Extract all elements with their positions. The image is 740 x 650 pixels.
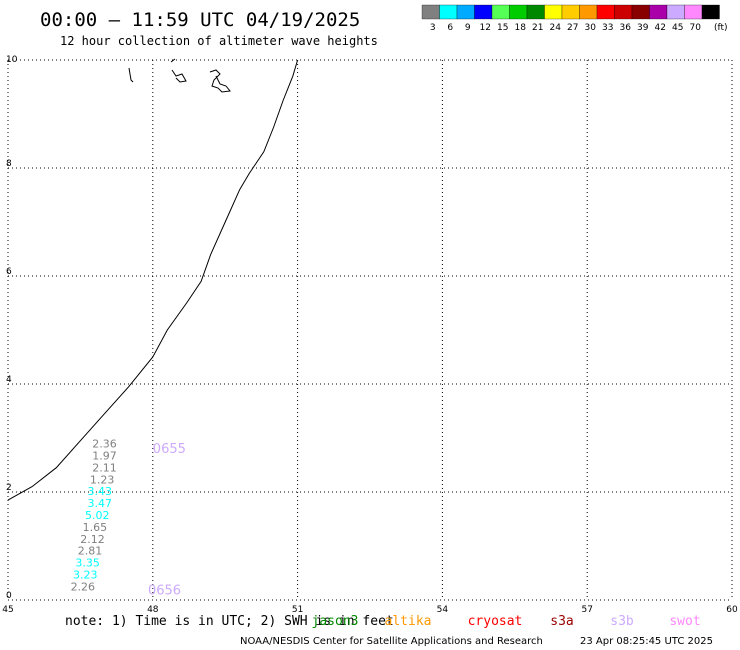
- wave-height-value: 1.97: [92, 450, 117, 463]
- legend-swatch: [579, 4, 598, 20]
- legend-swatch: [561, 4, 580, 20]
- legend-swatch: [684, 4, 703, 20]
- note-text: note: 1) Time is in UTC; 2) SWH is in fe…: [65, 614, 394, 629]
- legend-label: 36: [620, 23, 632, 33]
- wave-height-value: 2.81: [78, 545, 103, 558]
- x-tick-label: 54: [437, 605, 449, 615]
- color-legend: 3 6 9 12 15 18 21 24 27 30 33 36 39 42 45 70: [421, 4, 720, 33]
- wave-height-value: 3.35: [75, 557, 100, 570]
- legend-swatch: [596, 4, 615, 20]
- satellite-legend: jason3 altika cryosat s3a s3b swot: [312, 614, 701, 629]
- wave-height-value: 1.65: [83, 521, 108, 534]
- pass-time-label: 0655: [153, 442, 186, 457]
- wave-height-value: 5.02: [85, 509, 110, 522]
- x-tick-label: 48: [147, 605, 159, 615]
- legend-label: 15: [497, 23, 508, 33]
- legend-swatch: [666, 4, 685, 20]
- legend-label: 70: [690, 23, 702, 33]
- pass-time-label: 0656: [148, 584, 181, 599]
- generated-time: 23 Apr 08:25:45 UTC 2025: [580, 636, 713, 647]
- wave-height-values: 2.361.972.111.233.433.475.021.652.122.81…: [71, 438, 117, 594]
- y-tick-label: 8: [6, 159, 12, 169]
- legend-swatch: [614, 4, 633, 20]
- satellite-name: swot: [669, 614, 700, 629]
- wave-height-value: 2.11: [92, 461, 117, 474]
- y-tick-label: 0: [6, 591, 12, 601]
- y-tick-label: 4: [6, 375, 12, 385]
- legend-swatch: [439, 4, 458, 20]
- island-shape: [209, 69, 231, 93]
- wave-height-value: 3.23: [73, 568, 98, 581]
- credit-text: NOAA/NESDIS Center for Satellite Applica…: [240, 636, 543, 647]
- chart-subtitle: 12 hour collection of altimeter wave hei…: [60, 34, 378, 48]
- legend-swatch: [474, 4, 493, 20]
- legend-swatch: [421, 4, 440, 20]
- satellite-name: altika: [385, 614, 432, 629]
- wave-height-value: 3.43: [87, 485, 112, 498]
- x-tick-label: 57: [581, 605, 592, 615]
- wave-height-value: 3.47: [87, 497, 112, 510]
- wave-height-value: 1.23: [90, 473, 115, 486]
- legend-label: 39: [637, 23, 649, 33]
- wave-height-value: 2.12: [80, 533, 105, 546]
- grid: [7, 59, 733, 601]
- axis-ticks: 45 48 51 54 57 60 0 2 4 6 8 10: [2, 55, 738, 615]
- y-tick-label: 10: [6, 55, 18, 65]
- island-shape: [128, 67, 134, 83]
- legend-swatch: [544, 4, 563, 20]
- legend-label: 27: [567, 23, 578, 33]
- legend-label: 9: [465, 23, 471, 33]
- island-shape: [170, 58, 187, 83]
- x-tick-label: 51: [292, 605, 303, 615]
- legend-swatch: [649, 4, 668, 20]
- coastline: [7, 59, 299, 501]
- legend-swatch: [491, 4, 510, 20]
- legend-swatch: [526, 4, 545, 20]
- legend-unit: (ft): [714, 23, 728, 33]
- legend-label: 33: [602, 23, 613, 33]
- legend-label: 3: [430, 23, 436, 33]
- legend-label: 18: [515, 23, 527, 33]
- satellite-name: s3b: [610, 614, 634, 629]
- wave-height-value: 2.26: [71, 580, 96, 593]
- legend-label: 42: [655, 23, 666, 33]
- legend-swatch: [509, 4, 528, 20]
- legend-swatch: [631, 4, 650, 20]
- satellite-name: s3a: [550, 614, 573, 629]
- legend-label: 24: [550, 23, 562, 33]
- islands: [128, 58, 231, 93]
- y-tick-label: 2: [6, 483, 12, 493]
- x-tick-label: 60: [726, 605, 738, 615]
- y-tick-label: 6: [6, 267, 12, 277]
- satellite-name: cryosat: [468, 614, 523, 629]
- wave-height-value: 2.36: [92, 438, 117, 451]
- legend-label: 6: [447, 23, 453, 33]
- legend-label: 30: [585, 23, 597, 33]
- legend-label: 12: [480, 23, 491, 33]
- chart-title: 00:00 – 11:59 UTC 04/19/2025: [40, 9, 360, 31]
- x-tick-label: 45: [2, 605, 13, 615]
- legend-label: 45: [672, 23, 683, 33]
- legend-label: 21: [532, 23, 543, 33]
- satellite-name: jason3: [312, 614, 359, 629]
- legend-swatch: [456, 4, 475, 20]
- pass-times: 0655 0656: [148, 442, 186, 598]
- legend-swatch: [701, 4, 720, 20]
